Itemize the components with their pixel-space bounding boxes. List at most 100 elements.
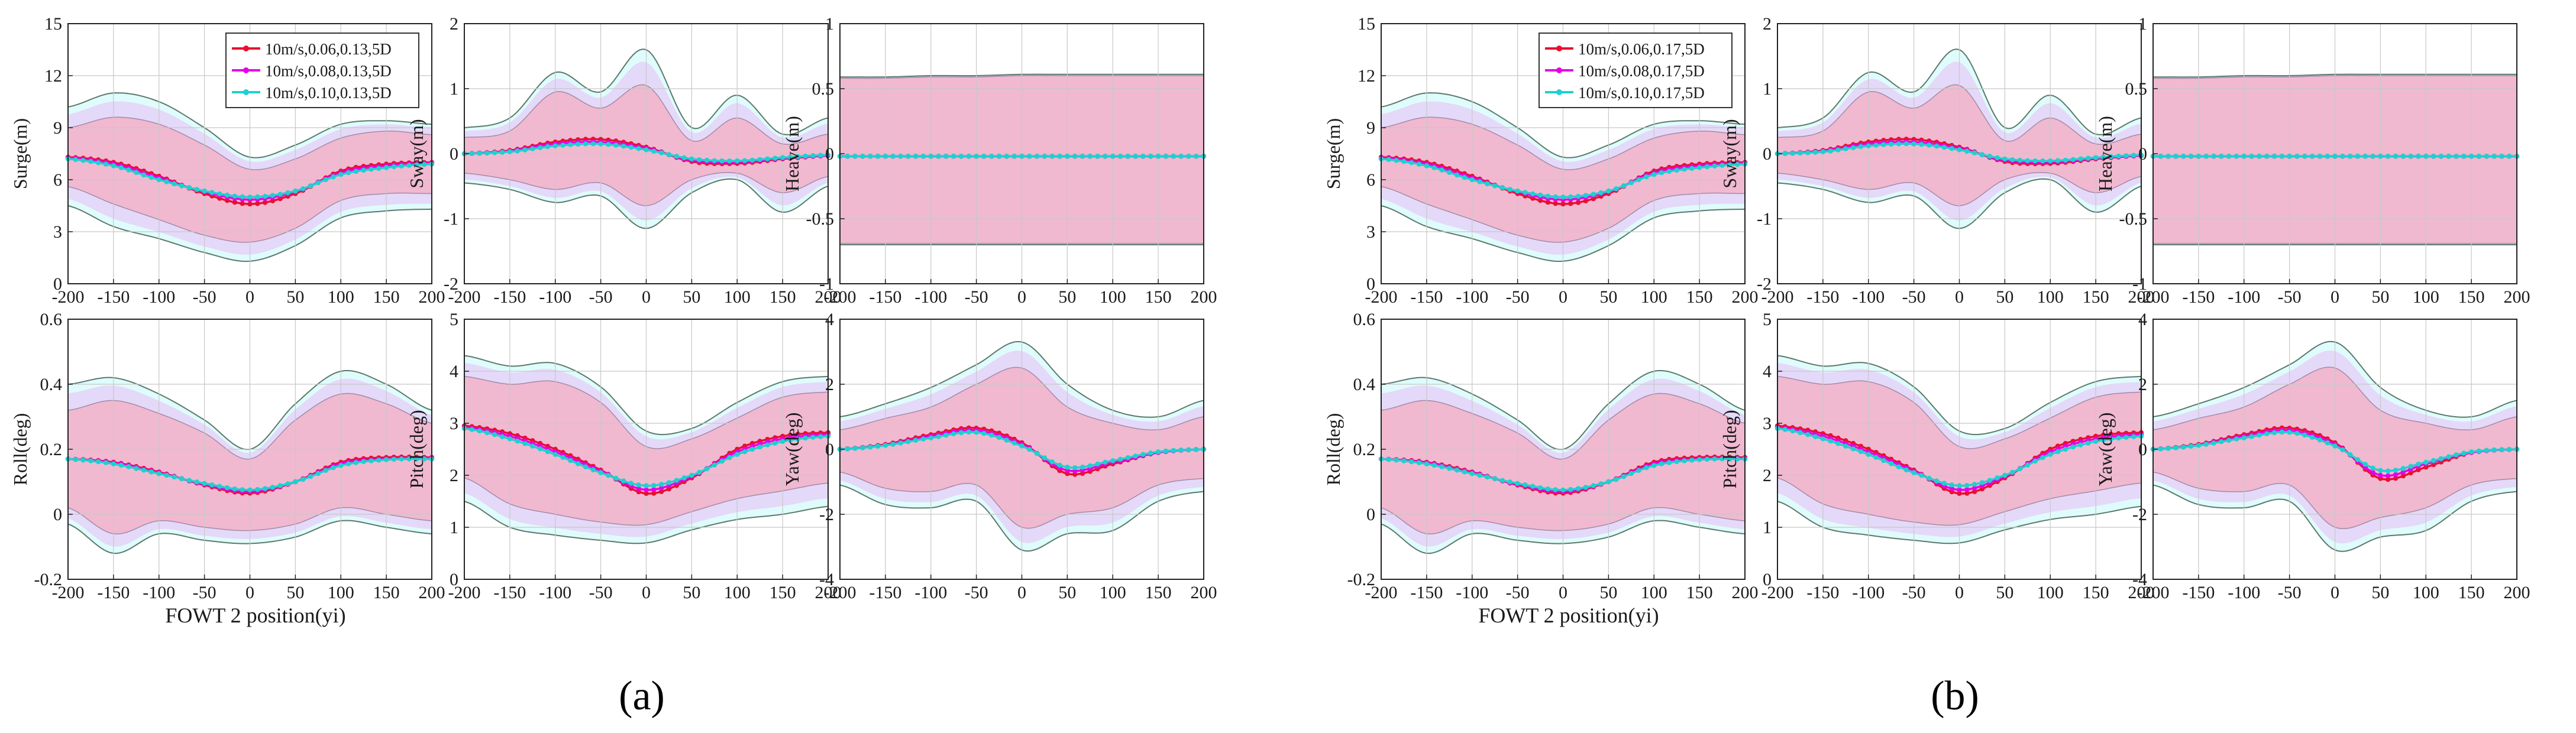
x-tick-label: -200 — [52, 287, 85, 307]
data-point — [2370, 154, 2375, 159]
data-point — [2393, 472, 2399, 478]
data-point — [852, 446, 858, 451]
data-point — [522, 441, 528, 446]
data-point — [1949, 146, 1954, 151]
data-point — [996, 154, 1002, 159]
x-tick-label: 150 — [1145, 287, 1172, 307]
data-point — [2438, 154, 2444, 159]
data-point — [2446, 154, 2451, 159]
data-point — [2279, 429, 2284, 435]
data-point — [1957, 147, 1962, 153]
data-point — [2400, 466, 2406, 471]
data-point — [1027, 154, 1032, 159]
y-tick-label: -4 — [819, 570, 834, 589]
legend-label-1: 10m/s,0.06,0.17,5D — [1578, 40, 1705, 58]
y-tick-label: 0 — [1763, 570, 1772, 589]
data-point — [2158, 446, 2163, 452]
data-point — [383, 457, 389, 462]
subplot-b-roll-deg: -200 -150 -100 -50 0 50 100 150 200 -0.2 0 0.2 0.4 0.… — [1323, 310, 1759, 602]
data-point — [1027, 447, 1032, 452]
y-tick-label: 6 — [1366, 170, 1375, 190]
data-point — [2302, 432, 2307, 438]
data-point — [1530, 191, 1536, 197]
data-point — [1621, 183, 1627, 189]
data-point — [2370, 465, 2375, 471]
x-tick-label: 100 — [2413, 583, 2439, 602]
data-point — [1934, 144, 1940, 149]
x-tick-label: 0 — [1017, 583, 1026, 602]
data-point — [1507, 187, 1512, 192]
x-tick-label: 0 — [1017, 287, 1026, 307]
data-point — [1439, 167, 1444, 173]
data-point — [2040, 455, 2045, 460]
data-point — [2271, 154, 2277, 159]
data-point — [2347, 154, 2353, 159]
data-point — [484, 150, 490, 156]
data-point — [2188, 154, 2194, 159]
data-point — [1148, 154, 1153, 159]
data-point — [338, 172, 344, 177]
data-point — [1545, 200, 1551, 205]
data-point — [1462, 469, 1468, 475]
data-point — [681, 155, 687, 161]
data-point — [2332, 443, 2338, 449]
data-point — [1674, 459, 1679, 465]
data-point — [1560, 201, 1566, 207]
data-point — [2386, 473, 2391, 479]
data-point — [795, 154, 801, 160]
data-point — [883, 154, 888, 159]
data-point — [719, 158, 725, 164]
data-point — [399, 163, 404, 169]
y-tick-label: 4 — [450, 362, 458, 381]
data-point — [469, 151, 474, 156]
x-tick-label: 200 — [419, 583, 445, 602]
x-tick-label: -200 — [1365, 287, 1398, 307]
data-point — [2063, 157, 2068, 163]
data-point — [1941, 145, 1947, 150]
data-point — [1386, 157, 1391, 163]
y-tick-label: 2 — [450, 466, 458, 485]
data-point — [2476, 154, 2482, 159]
data-point — [666, 480, 672, 485]
data-point — [2196, 154, 2202, 159]
y-axis-label: Sway(m) — [406, 119, 427, 188]
data-point — [1957, 487, 1962, 492]
data-point — [1828, 439, 1833, 444]
data-point — [2086, 155, 2091, 161]
x-tick-label: 50 — [1599, 583, 1617, 602]
y-tick-label: 0 — [1366, 274, 1375, 294]
data-point — [735, 452, 740, 457]
data-point — [2271, 430, 2277, 436]
data-point — [1087, 154, 1093, 159]
data-point — [2032, 158, 2038, 164]
data-point — [270, 198, 276, 203]
y-tick-label: 0.4 — [40, 375, 63, 394]
x-tick-label: -100 — [143, 583, 175, 602]
data-point — [194, 187, 199, 192]
data-point — [958, 154, 964, 159]
data-point — [1155, 154, 1161, 159]
data-point — [1682, 167, 1687, 172]
data-point — [2294, 154, 2300, 159]
data-point — [1125, 154, 1131, 159]
data-point — [80, 458, 86, 463]
subplot-b-sway-m: -200 -150 -100 -50 0 50 100 150 200-2-1012Sway(m… — [1719, 14, 2155, 307]
data-point — [2181, 445, 2186, 450]
data-point — [1575, 486, 1581, 491]
data-point — [103, 161, 109, 167]
data-point — [928, 154, 934, 159]
data-point — [1439, 464, 1444, 469]
data-point — [2158, 154, 2163, 159]
data-point — [818, 153, 823, 158]
x-tick-label: 0 — [1955, 287, 1964, 307]
data-point — [2203, 442, 2209, 447]
data-point — [2347, 452, 2353, 458]
data-point — [2234, 436, 2239, 442]
data-point — [2219, 154, 2224, 159]
data-point — [1704, 456, 1710, 462]
data-point — [224, 485, 230, 491]
data-point — [2386, 154, 2391, 159]
data-point — [179, 183, 185, 189]
data-point — [943, 154, 949, 159]
data-point — [338, 463, 344, 468]
